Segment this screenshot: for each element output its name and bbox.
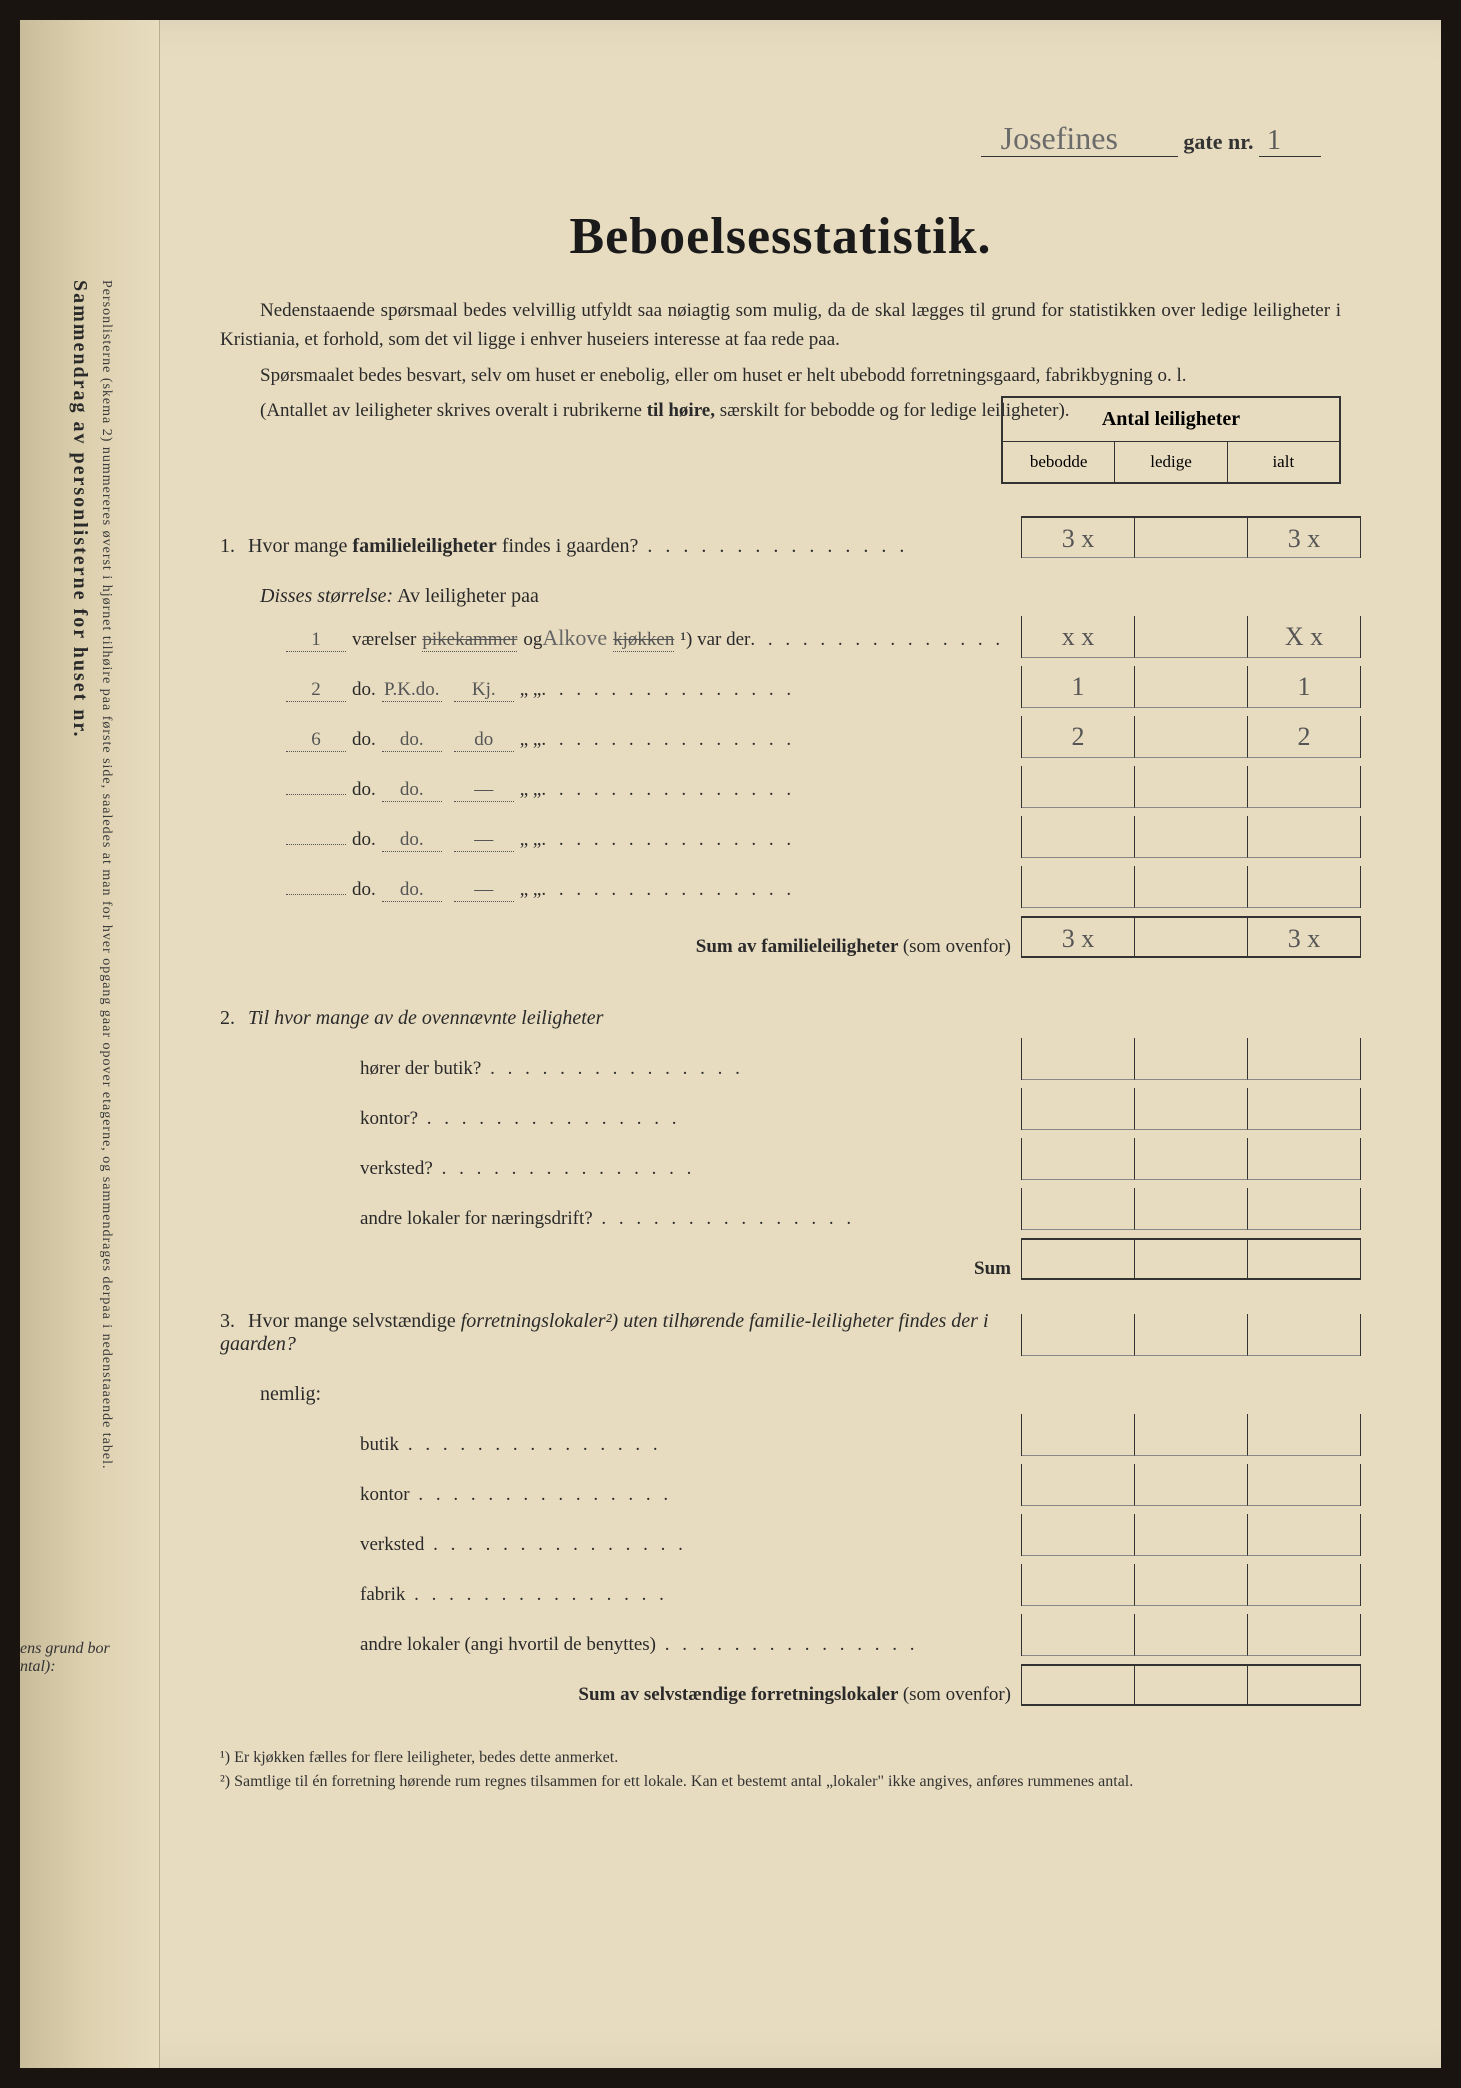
- col-bebodde: bebodde: [1003, 442, 1115, 482]
- street-number-handwritten: 1: [1259, 125, 1321, 157]
- q2-item-row: andre lokaler for næringsdrift?: [220, 1188, 1361, 1230]
- q1-sum-row: Sum av familieleiligheter (som ovenfor) …: [220, 916, 1361, 958]
- size-row: do. do. — „ „: [220, 766, 1361, 808]
- q2-header: 2. Til hvor mange av de ovennævnte leili…: [220, 988, 1361, 1030]
- street-name-handwritten: Josefines: [981, 120, 1178, 157]
- size-row: 2 do. P.K.do. Kj. „ „ 11: [220, 666, 1361, 708]
- main-form-area: Antal leiligheter bebodde ledige ialt 1.…: [220, 456, 1361, 1706]
- q1-ledige: [1135, 516, 1248, 558]
- q1-row: 1. Hvor mange familieleiligheter findes …: [220, 516, 1361, 558]
- col-ledige: ledige: [1115, 442, 1227, 482]
- q3-item-row: butik: [220, 1414, 1361, 1456]
- footnote-1: ¹) Er kjøkken fælles for flere leilighet…: [240, 1746, 1361, 1770]
- intro-p2: Spørsmaalet bedes besvart, selv om huset…: [220, 361, 1341, 390]
- count-header-box: Antal leiligheter bebodde ledige ialt: [1001, 396, 1341, 484]
- q1-bebodde: 3 x: [1022, 516, 1135, 558]
- q3-sum-row: Sum av selvstændige forretningslokaler (…: [220, 1664, 1361, 1706]
- col-ialt: ialt: [1228, 442, 1339, 482]
- q3-item-row: fabrik: [220, 1564, 1361, 1606]
- q2-sum-row: Sum: [220, 1238, 1361, 1280]
- left-margin-spine: Sammendrag av personlisterne for huset n…: [20, 20, 160, 2068]
- margin-subtitle: Personlisterne (skema 2) nummereres øver…: [98, 280, 114, 1470]
- q2-item-row: hører der butik?: [220, 1038, 1361, 1080]
- q1-ialt: 3 x: [1248, 516, 1360, 558]
- q1-sum-ialt: 3 x: [1248, 916, 1360, 958]
- margin-grund-text: ens grund bor ntal):: [20, 1640, 110, 1676]
- size-row: 6 do. do. do „ „ 22: [220, 716, 1361, 758]
- size-row: 1 værelser pikekammer og Alkove kjøkken …: [220, 616, 1361, 658]
- q1-sum-ledige: [1135, 916, 1248, 958]
- disses-row: Disses størrelse: Av leiligheter paa: [220, 566, 1361, 608]
- q3-nemlig: nemlig:: [220, 1364, 1361, 1406]
- header-line: Josefines gate nr. 1: [200, 120, 1321, 157]
- page-title: Beboelsesstatistik.: [200, 207, 1361, 266]
- size-row: do. do. — „ „: [220, 866, 1361, 908]
- q3-item-row: verksted: [220, 1514, 1361, 1556]
- q2-item-row: kontor?: [220, 1088, 1361, 1130]
- intro-p1: Nedenstaaende spørsmaal bedes velvillig …: [220, 296, 1341, 355]
- q3-header: 3. Hvor mange selvstændige forretningslo…: [220, 1310, 1361, 1356]
- q3-item-row: kontor: [220, 1464, 1361, 1506]
- margin-title: Sammendrag av personlisterne for huset n…: [68, 280, 91, 738]
- q1-sum-bebodde: 3 x: [1022, 916, 1135, 958]
- count-title: Antal leiligheter: [1003, 398, 1339, 442]
- size-row: do. do. — „ „: [220, 816, 1361, 858]
- q2-item-row: verksted?: [220, 1138, 1361, 1180]
- footnotes: ¹) Er kjøkken fælles for flere leilighet…: [200, 1746, 1361, 1794]
- gate-label: gate nr.: [1183, 129, 1253, 154]
- footnote-2: ²) Samtlige til én forretning hørende ru…: [240, 1770, 1361, 1794]
- q3-item-row: andre lokaler (angi hvortil de benyttes): [220, 1614, 1361, 1656]
- document-page: Sammendrag av personlisterne for huset n…: [20, 20, 1441, 2068]
